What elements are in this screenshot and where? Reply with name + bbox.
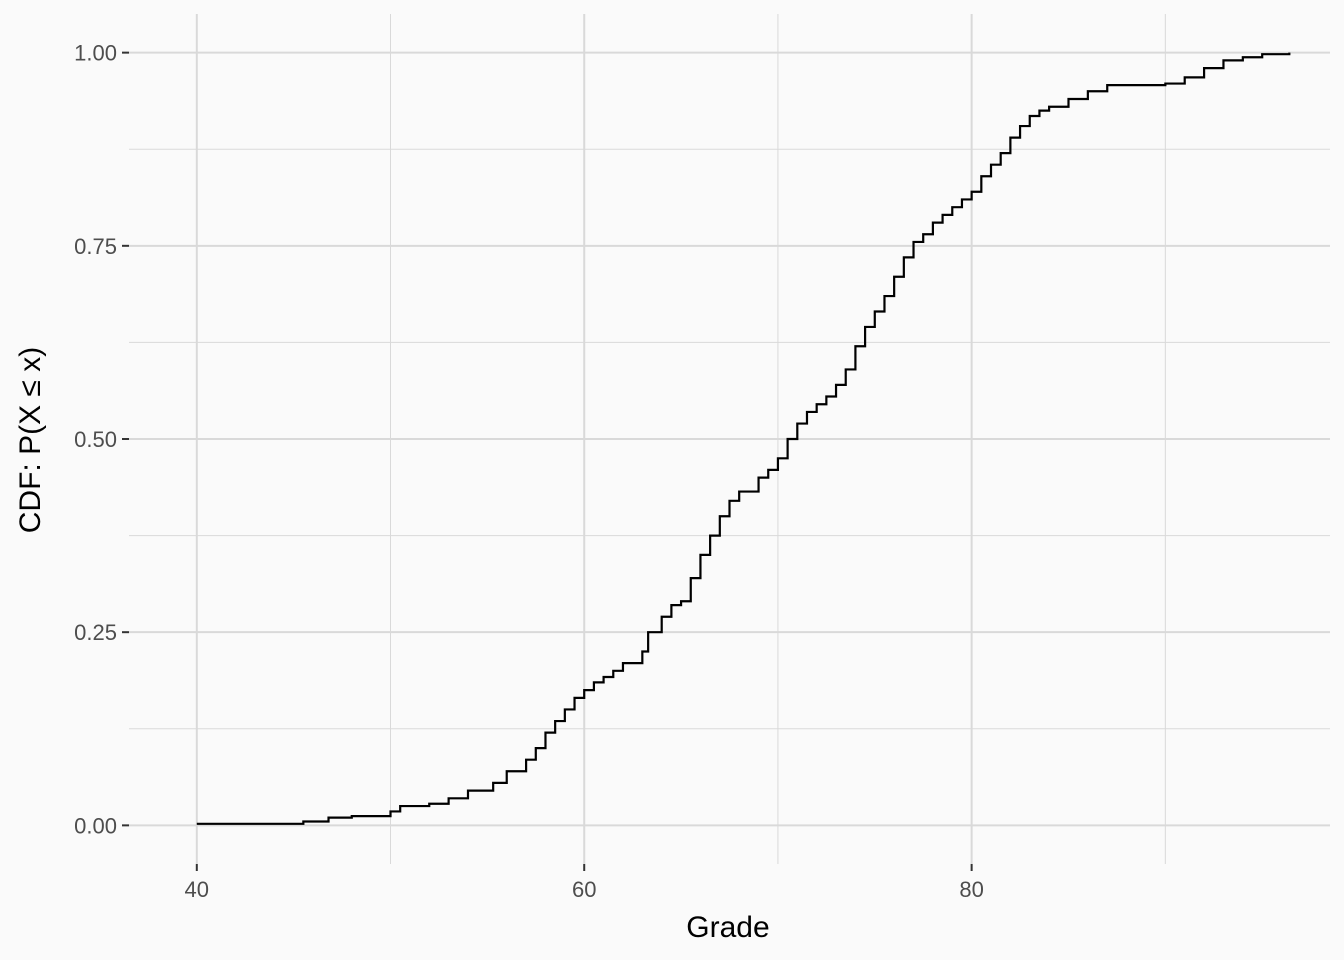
y-tick-label: 0.75 [74, 234, 117, 259]
x-tick-label: 40 [185, 877, 209, 902]
x-axis-ticks: 40 60 80 [185, 864, 984, 902]
y-tick-label: 0.25 [74, 620, 117, 645]
y-tick-label: 1.00 [74, 41, 117, 66]
y-tick-label: 0.50 [74, 427, 117, 452]
y-axis-title: CDF: P(X ≤ x) [14, 347, 47, 533]
minor-gridlines [129, 14, 1330, 864]
x-tick-label: 60 [572, 877, 596, 902]
cdf-step-line [196, 52, 1291, 825]
y-axis-ticks: 0.00 0.25 0.50 0.75 1.00 [74, 41, 129, 838]
x-axis-title: Grade [686, 911, 769, 944]
x-tick-label: 80 [959, 877, 983, 902]
y-tick-label: 0.00 [74, 813, 117, 838]
major-gridlines [129, 14, 1330, 864]
